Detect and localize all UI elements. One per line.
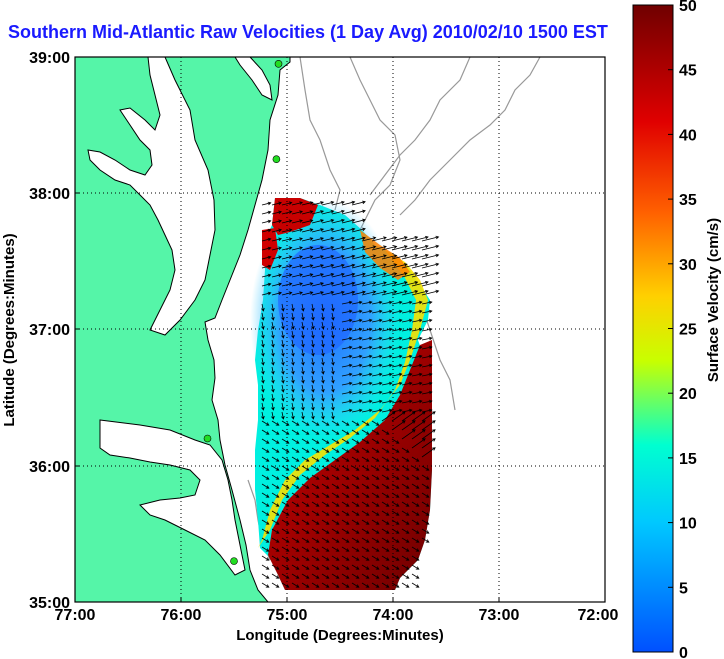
pamlico-sound (99, 419, 246, 576)
grid (75, 57, 605, 602)
x-tick-labels: 77:00 76:00 75:00 74:00 73:00 72:00 (55, 607, 619, 624)
colorbar-tick-label: 35 (679, 192, 697, 209)
colorbar-tick-label: 10 (679, 516, 697, 533)
x-tick-label: 73:00 (479, 607, 520, 624)
y-tick-labels: 39:00 38:00 37:00 36:00 35:00 (29, 50, 70, 612)
colorbar-tick-label: 40 (679, 127, 697, 144)
station-marker (203, 434, 212, 443)
radar-stations (203, 60, 283, 565)
colorbar-label: Surface Velocity (cm/s) (705, 218, 722, 382)
delaware-bay (234, 57, 273, 101)
y-tick-label: 38:00 (29, 186, 70, 203)
tick-marks (75, 192, 500, 602)
station-marker (230, 557, 238, 565)
y-tick-label: 35:00 (29, 595, 70, 612)
colorbar-tick-label: 5 (679, 580, 688, 597)
colorbar-tick-label: 50 (679, 0, 697, 15)
colorbar-tick-label: 0 (679, 645, 688, 659)
y-tick-label: 39:00 (29, 50, 70, 67)
station-marker (272, 155, 281, 163)
colorbar-ticks: 0 5 10 15 20 25 30 35 40 45 50 (668, 0, 697, 659)
velocity-vectors (261, 200, 440, 588)
x-tick-label: 75:00 (267, 607, 308, 624)
colorbar-tick-label: 30 (679, 257, 697, 274)
colorbar-tick-label: 25 (679, 322, 697, 339)
fast-flow-region (268, 340, 432, 590)
x-tick-label: 77:00 (55, 607, 96, 624)
colorbar-tick-label: 45 (679, 63, 697, 80)
map-title: Southern Mid-Atlantic Raw Velocities (1 … (8, 22, 608, 42)
x-tick-label: 72:00 (578, 607, 619, 624)
colorbar (632, 4, 674, 653)
chesapeake-bay (87, 57, 216, 336)
colorbar-tick-label: 20 (679, 386, 697, 403)
x-axis-label: Longitude (Degrees:Minutes) (236, 627, 444, 644)
colorbar-tick-label: 15 (679, 451, 697, 468)
y-tick-label: 36:00 (29, 459, 70, 476)
x-tick-label: 76:00 (161, 607, 202, 624)
land (75, 57, 291, 602)
y-tick-label: 37:00 (29, 322, 70, 339)
x-tick-label: 74:00 (373, 607, 414, 624)
station-marker (274, 60, 283, 68)
y-axis-label: Latitude (Degrees:Minutes) (1, 233, 18, 426)
vector-arrows (261, 200, 440, 588)
